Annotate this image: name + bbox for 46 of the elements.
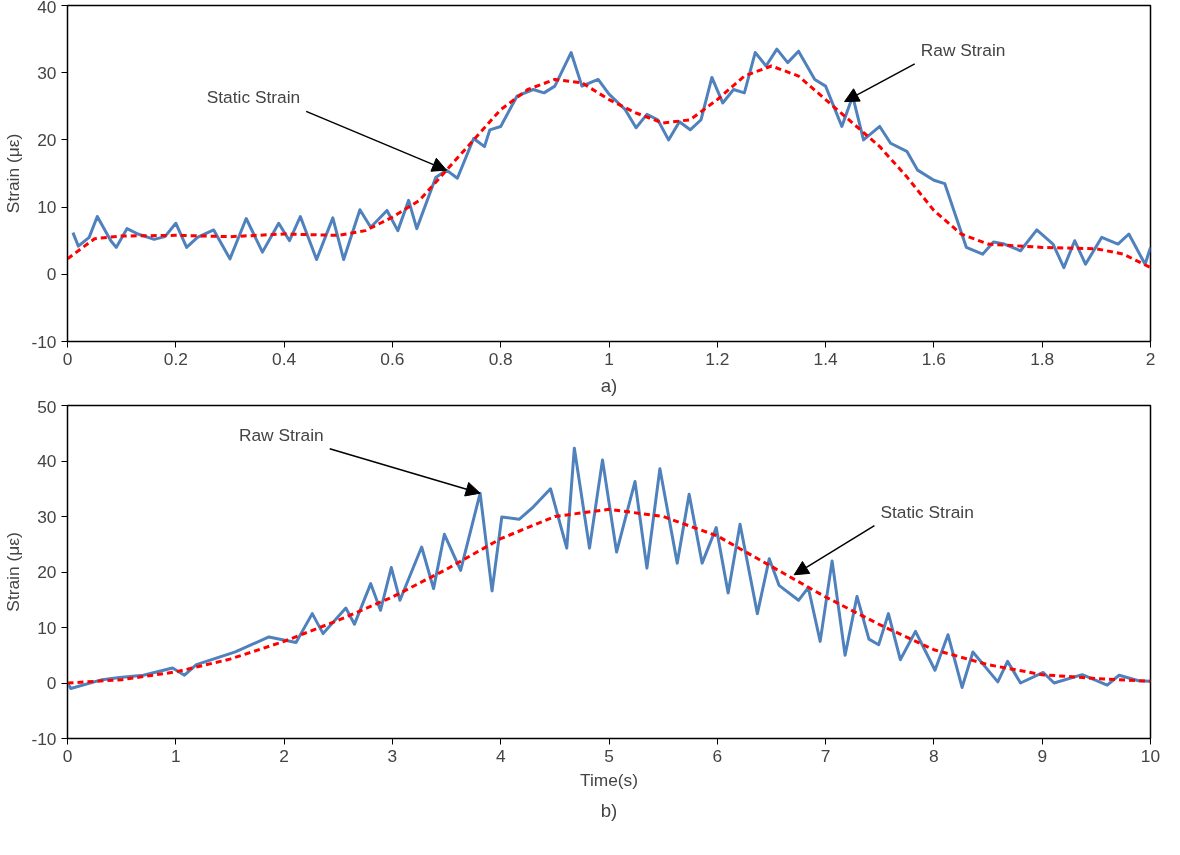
y-tick-label: 0 [46, 264, 57, 285]
x-tick-label: 6 [712, 745, 723, 766]
x-tick-label: 1.4 [813, 348, 839, 369]
x-tick-label: 7 [820, 745, 831, 766]
x-tick-label: 3 [387, 745, 398, 766]
x-tick-label: 0 [62, 745, 73, 766]
x-tick-label: 4 [495, 745, 506, 766]
text: a) [600, 374, 618, 396]
x-tick-label: 1 [604, 348, 614, 369]
line-series [67, 507, 1151, 685]
y-tick-label: -10 [31, 331, 57, 352]
x-tick-label: 0.2 [163, 348, 188, 369]
x-axis-title: Time(s) [579, 769, 639, 790]
y-tick-label: 40 [37, 0, 57, 17]
y-tick-label: 40 [37, 451, 57, 471]
x-tick-label: 1.2 [705, 348, 730, 369]
x-tick-label: 0.6 [380, 348, 405, 369]
y-tick-label: -10 [31, 728, 57, 749]
y-tick-label: 10 [37, 617, 57, 638]
y-axis-title: Strain (με) [3, 532, 24, 612]
line-series [67, 446, 1151, 691]
text: b) [600, 799, 618, 821]
y-tick-label: 20 [37, 562, 57, 582]
y-tick-label: 30 [37, 506, 57, 527]
x-tick-label: 2 [279, 745, 289, 766]
y-tick-label: 10 [37, 197, 57, 218]
x-tick-label: 0.4 [272, 348, 297, 369]
x-tick-label: 10 [1140, 745, 1161, 766]
x-tick-label: 0.8 [488, 348, 513, 369]
x-tick-label: 9 [1037, 745, 1048, 766]
y-tick-label: 0 [46, 673, 57, 693]
y-tick-label: 50 [37, 396, 57, 417]
annotation: Raw Strain [920, 39, 1006, 60]
x-tick-label: 1 [170, 745, 181, 766]
x-tick-label: 8 [929, 745, 939, 766]
annotation: Static Strain [206, 87, 301, 108]
annotation: Raw Strain [238, 424, 324, 445]
x-tick-label: 2 [1145, 348, 1156, 369]
x-tick-label: 5 [604, 745, 614, 766]
annotation: Static Strain [880, 501, 974, 522]
x-tick-label: 1.6 [921, 348, 946, 369]
y-axis-title: Strain (με) [3, 133, 24, 214]
y-tick-label: 30 [37, 62, 57, 83]
x-tick-label: 0 [62, 348, 73, 369]
y-tick-label: 20 [37, 129, 57, 150]
x-tick-label: 1.8 [1030, 348, 1055, 369]
